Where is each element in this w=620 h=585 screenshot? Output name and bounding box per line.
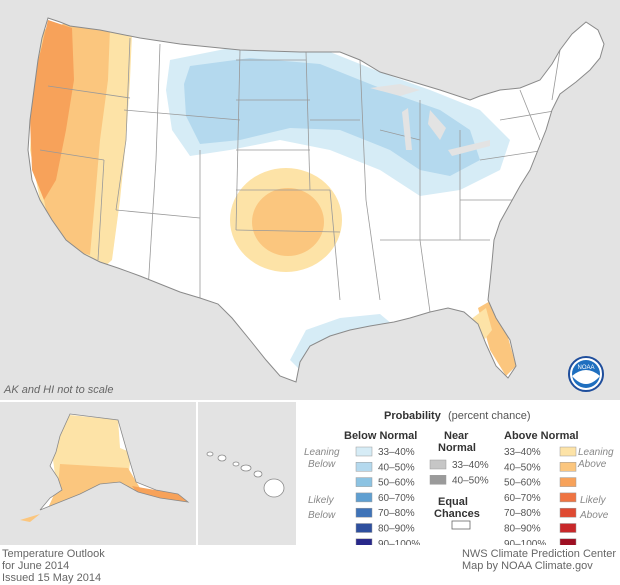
above-bin-label-7: 90–100% xyxy=(504,539,546,545)
above-bin-swatch-4 xyxy=(559,492,577,503)
legend-subtitle: (percent chance) xyxy=(448,410,531,422)
above-bin-label-5: 70–80% xyxy=(504,508,541,519)
leaning-below-2: Below xyxy=(308,459,336,470)
lake-huron xyxy=(428,110,446,140)
likely-above-2: Above xyxy=(579,510,609,521)
likely-below-1: Likely xyxy=(308,495,335,506)
hawaii-islands xyxy=(206,451,285,498)
likely-below-2: Below xyxy=(308,510,336,521)
below-header: Below Normal xyxy=(344,430,417,442)
alaska-svg xyxy=(20,413,190,522)
above-bin-label-3: 50–60% xyxy=(504,478,541,489)
below-bin-swatch-1 xyxy=(355,446,373,457)
equal-1: Equal xyxy=(438,496,468,508)
below-bin-label-7: 90–100% xyxy=(378,539,420,545)
above-bin-label-1: 33–40% xyxy=(504,447,541,458)
leaning-below-1: Leaning xyxy=(304,447,340,458)
below-bin-swatch-4 xyxy=(355,492,373,503)
below-bin-swatch-3 xyxy=(355,477,373,487)
below-bin-swatch-7 xyxy=(355,538,373,545)
footer-outlook-period: for June 2014 xyxy=(2,560,70,572)
footer-outlook-title: Temperature Outlook xyxy=(2,548,105,560)
near-bin-label-2: 40–50% xyxy=(452,475,489,486)
near-header-1: Near xyxy=(444,430,469,442)
equal-2: Chances xyxy=(434,508,480,520)
hawaii-inset xyxy=(198,402,296,545)
leaning-above-2: Above xyxy=(577,459,607,470)
leaning-above-1: Leaning xyxy=(578,447,614,458)
legend-title: Probability xyxy=(384,410,442,422)
above-50-60-west xyxy=(30,20,74,200)
above-bin-swatch-3 xyxy=(559,477,577,487)
near-bins: 33–40% 40–50% xyxy=(429,459,489,486)
above-bin-swatch-5 xyxy=(559,507,577,518)
near-header-2: Normal xyxy=(438,442,476,454)
ak-above-40-50 xyxy=(48,464,188,508)
state-borders xyxy=(39,37,561,313)
below-bin-label-2: 40–50% xyxy=(378,462,415,473)
above-40-50-plains xyxy=(252,188,324,256)
below-bin-label-1: 33–40% xyxy=(378,447,415,458)
conus-map: NOAA AK and HI not to scale xyxy=(0,0,620,400)
above-header: Above Normal xyxy=(504,430,579,442)
above-bin-swatch-1 xyxy=(559,446,577,457)
above-bin-label-6: 80–90% xyxy=(504,524,541,535)
lake-michigan xyxy=(402,108,412,150)
footer-right: NWS Climate Prediction Center Map by NOA… xyxy=(462,548,616,572)
ak-above-50-60 xyxy=(132,486,188,502)
below-bin-swatch-5 xyxy=(355,507,373,518)
legend: Probability (percent chance) Below Norma… xyxy=(298,402,620,545)
conus-map-svg: NOAA xyxy=(27,17,605,392)
scale-note: AK and HI not to scale xyxy=(4,384,114,396)
near-bin-swatch-1 xyxy=(429,459,447,470)
noaa-logo: NOAA xyxy=(568,356,604,392)
alaska-inset xyxy=(0,402,196,545)
lake-superior xyxy=(370,84,420,96)
footer-map-credit: Map by NOAA Climate.gov xyxy=(461,560,593,572)
hawaii-svg xyxy=(206,451,285,498)
below-bin-label-3: 50–60% xyxy=(378,478,415,489)
legend-svg: Probability (percent chance) Below Norma… xyxy=(304,410,614,545)
above-bin-swatch-6 xyxy=(559,523,577,533)
footer-left: Temperature Outlook for June 2014 Issued… xyxy=(2,548,105,584)
above-bins: 33–40% 40–50% 50–60% 60–70% 70–80% 80–90% 90–1… xyxy=(504,446,577,545)
footer-center-credit: NWS Climate Prediction Center xyxy=(461,548,616,560)
below-bin-label-5: 70–80% xyxy=(378,508,415,519)
above-bin-swatch-2 xyxy=(559,462,577,472)
below-bin-label-6: 80–90% xyxy=(378,524,415,535)
us-outline xyxy=(27,17,605,383)
footer-issued-date: Issued 15 May 2014 xyxy=(2,572,102,584)
alaska-outline xyxy=(39,413,190,511)
aleutian-islands xyxy=(20,514,40,522)
above-33-40-florida xyxy=(470,308,492,340)
above-bin-label-2: 40–50% xyxy=(504,462,541,473)
likely-above-1: Likely xyxy=(580,495,607,506)
noaa-logo-text: NOAA xyxy=(577,365,594,371)
lake-erie xyxy=(448,140,490,156)
below-bins: 33–40% 40–50% 50–60% 60–70% 70–80% 80–90% 90–1… xyxy=(355,446,420,545)
near-bin-swatch-2 xyxy=(429,475,447,485)
below-bin-swatch-2 xyxy=(355,462,373,472)
above-bin-swatch-7 xyxy=(559,538,577,545)
below-bin-swatch-6 xyxy=(355,523,373,533)
above-bin-label-4: 60–70% xyxy=(504,493,541,504)
equal-chances-swatch xyxy=(451,520,471,530)
near-bin-label-1: 33–40% xyxy=(452,460,489,471)
below-bin-label-4: 60–70% xyxy=(378,493,415,504)
